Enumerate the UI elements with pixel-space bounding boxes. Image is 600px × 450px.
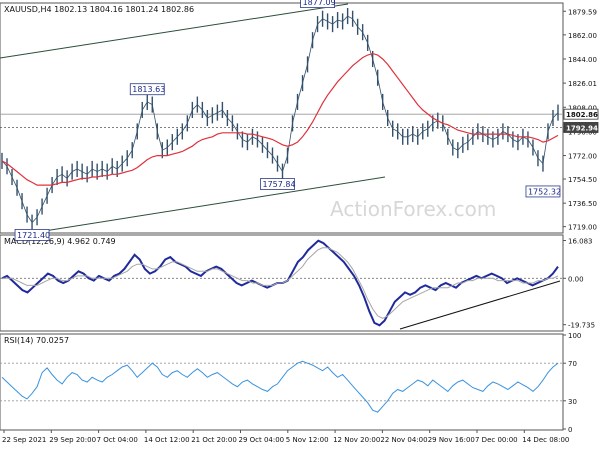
- macd-y-tick-label: -19.735: [568, 322, 595, 330]
- macd-y-tick-label: 16.083: [568, 238, 593, 246]
- x-tick-label: 29 Oct 04:00: [239, 436, 285, 444]
- x-tick-label: 29 Sep 20:00: [49, 436, 96, 444]
- price-y-tick-label: 1862.00: [568, 32, 597, 40]
- price-annotation-label: 1813.63: [132, 85, 165, 94]
- channel-lower-line: [37, 176, 386, 233]
- last-price-label: 1802.86: [566, 111, 598, 119]
- price-y-tick-label: 1736.50: [568, 200, 597, 208]
- rsi-y-tick-label: 0: [568, 426, 572, 434]
- price-panel-frame: [0, 2, 564, 234]
- price-panel-title: XAUUSD,H4 1802.13 1804.16 1801.24 1802.8…: [4, 5, 194, 14]
- x-tick-label: 7 Oct 04:00: [97, 436, 138, 444]
- rsi-panel-title: RSI(14) 70.0257: [4, 336, 69, 345]
- x-tick-label: 14 Dec 08:00: [522, 436, 569, 444]
- price-y-tick-label: 1754.50: [568, 176, 597, 184]
- price-y-tick-label: 1808.00: [568, 104, 597, 112]
- ma-last-label: 1792.94: [566, 124, 598, 132]
- macd-signal-line: [2, 247, 559, 319]
- channel-upper-line: [0, 3, 349, 59]
- price-annotation-label: 1721.40: [17, 231, 50, 240]
- x-tick-label: 22 Nov 04:00: [380, 436, 427, 444]
- last-price-box: [563, 108, 599, 120]
- price-annotation-label: 1752.32: [528, 187, 561, 196]
- watermark: ActionForex.com: [330, 197, 496, 221]
- rsi-y-tick-label: 30: [568, 398, 577, 406]
- x-tick-label: 7 Dec 00:00: [475, 436, 518, 444]
- price-annotations: 1721.40 1813.63 1757.84 1877.09 1752.32: [14, 0, 561, 241]
- price-annotation-box: [300, 0, 335, 9]
- macd-y-tick-label: 0.00: [568, 275, 584, 283]
- rsi-y-tick-label: 70: [568, 360, 577, 368]
- price-y-tick-label: 1826.01: [568, 80, 597, 88]
- ma-last-box: [563, 122, 599, 133]
- x-tick-label: 29 Nov 16:00: [428, 436, 475, 444]
- ma-line: [1, 52, 559, 186]
- price-annotation-box: [260, 178, 295, 190]
- price-y-tick-label: 1844.00: [568, 56, 597, 64]
- price-annotation-label: 1877.09: [303, 0, 336, 7]
- rsi-y-tick-label: 100: [568, 332, 581, 340]
- price-y-tick-label: 1772.00: [568, 153, 597, 161]
- x-tick-label: 21 Oct 20:00: [191, 436, 237, 444]
- y-axis-labels: 1879.591862.001844.001826.011808.001790.…: [563, 8, 599, 434]
- price-annotation-box: [14, 229, 50, 241]
- price-y-tick-label: 1879.59: [568, 8, 597, 16]
- rsi-panel-frame: [0, 333, 564, 431]
- x-tick-label: 14 Oct 12:00: [144, 436, 190, 444]
- rsi-line: [1, 360, 559, 413]
- price-y-tick-label: 1719.00: [568, 224, 597, 232]
- price-annotation-label: 1757.84: [262, 180, 295, 189]
- x-tick-label: 22 Sep 2021: [2, 436, 46, 444]
- x-tick-label: 5 Nov 12:00: [286, 436, 329, 444]
- x-axis-labels: 22 Sep 2021 29 Sep 20:00 7 Oct 04:00 14 Oct…: [2, 430, 569, 444]
- series-layer: [1, 8, 559, 413]
- x-tick-label: 12 Nov 20:00: [333, 436, 380, 444]
- macd-trendline: [399, 280, 561, 330]
- price-line: [1, 15, 559, 224]
- price-annotation-box: [129, 83, 165, 96]
- price-annotation-box: [525, 185, 561, 198]
- trend-channel: [0, 3, 561, 330]
- macd-panel-title: MACD(12,26,9) 4.962 0.749: [4, 237, 116, 246]
